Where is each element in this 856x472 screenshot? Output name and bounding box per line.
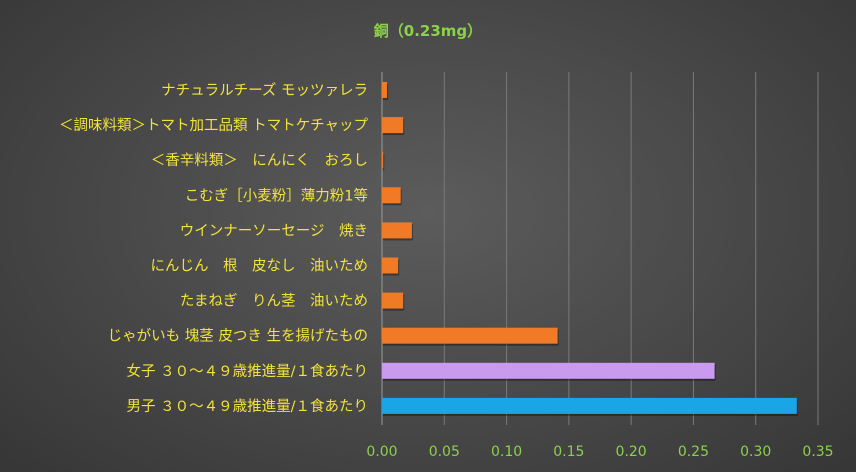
bars (382, 82, 798, 416)
x-tick-label: 0.35 (802, 444, 833, 460)
bar (382, 152, 384, 169)
gridlines (381, 72, 819, 425)
bar (382, 362, 715, 379)
chart-title: 銅（0.23mg） (374, 22, 482, 40)
bar-shadow (383, 154, 385, 171)
x-tick-labels: 0.00 0.05 0.10 0.15 0.20 0.25 0.30 0.35 (366, 444, 833, 460)
bar (382, 117, 404, 134)
bar (382, 257, 399, 274)
category-label: ナチュラルチーズ モッツァレラ (161, 82, 368, 99)
category-label: たまねぎ りん茎 油いため (180, 293, 368, 310)
category-label: にんじん 根 皮なし 油いため (151, 258, 369, 275)
category-label: こむぎ［小麦粉］薄力粉1等 (185, 186, 368, 204)
bar (382, 222, 412, 239)
bar (382, 397, 797, 414)
x-tick-label: 0.05 (429, 444, 460, 460)
category-label: 女子 ３０～４９歳推進量/１食あたり (127, 362, 369, 380)
category-label: じゃがいも 塊茎 皮つき 生を揚げたもの (108, 328, 368, 345)
x-tick-label: 0.00 (366, 444, 397, 460)
x-tick-label: 0.25 (678, 444, 709, 460)
category-label: ウインナーソーセージ 焼き (180, 222, 368, 239)
category-label: ＜調味料類＞トマト加工品類 トマトケチャップ (59, 117, 368, 134)
bar (382, 82, 387, 98)
x-tick-label: 0.30 (740, 444, 771, 460)
x-tick-label: 0.10 (491, 444, 522, 460)
category-label: 男子 ３０～４９歳推進量/１食あたり (127, 398, 369, 415)
x-tick-label: 0.20 (616, 444, 647, 460)
x-tick-label: 0.15 (553, 444, 584, 460)
bar (382, 292, 404, 309)
category-labels: ナチュラルチーズ モッツァレラ ＜調味料類＞トマト加工品類 トマトケチャップ ＜香辛… (59, 82, 368, 415)
category-label: ＜香辛料類＞ にんにく おろし (151, 152, 368, 169)
bar (382, 187, 401, 204)
bar (382, 327, 558, 344)
